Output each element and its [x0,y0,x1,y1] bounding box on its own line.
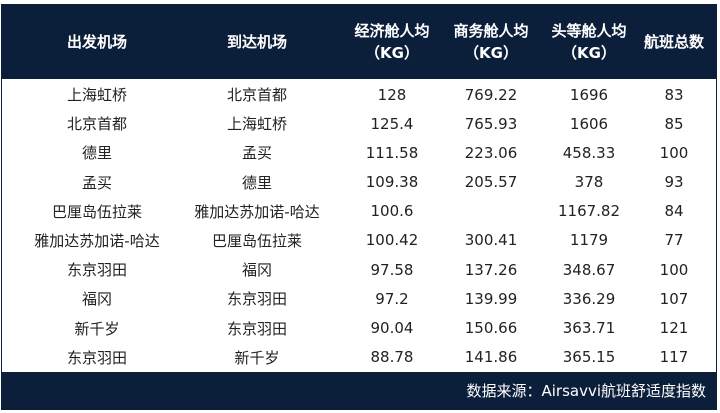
cell-economy: 100.42 [365,231,419,250]
cell-departure: 东京羽田 [66,261,127,280]
cell-first: 363.71 [562,319,616,337]
cell-economy: 128 [377,85,407,104]
header-flights: 航班总数 [643,33,704,51]
cell-departure: 东京羽田 [66,348,127,367]
cell-first: 1167.82 [557,202,621,221]
cell-business: 150.66 [464,319,518,337]
cell-economy: 111.58 [365,143,419,162]
source-note: 数据来源：Airsavvi航班舒适度指数 [2,372,716,409]
cell-business: 223.06 [464,143,518,162]
table-row: 巴厘岛伍拉莱 雅加达苏加诺-哈达 100.6 1167.82 84 [2,197,716,226]
cell-departure: 巴厘岛伍拉莱 [51,202,142,221]
cell-arrival: 福冈 [241,261,272,280]
table-row: 孟买 德里 109.38 205.57 378 93 [2,168,716,197]
cell-first: 458.33 [562,143,616,162]
cell-economy: 88.78 [370,348,414,367]
cell-arrival: 德里 [241,173,272,192]
cell-arrival: 雅加达苏加诺-哈达 [194,202,320,221]
table-row: 德里 孟买 111.58 223.06 458.33 100 [2,138,716,167]
cell-first: 336.29 [562,289,616,308]
cell-business: 300.41 [464,231,518,250]
header-arrival: 到达机场 [226,33,287,51]
table-row: 上海虹桥 北京首都 128 769.22 1696 83 [2,80,716,109]
header-first: 头等舱人均 （KG） [551,22,627,62]
cell-flights: 100 [659,143,689,162]
cell-departure: 北京首都 [66,115,127,134]
table-row: 福冈 东京羽田 97.2 139.99 336.29 107 [2,284,716,313]
table-header: 出发机场 到达机场 经济舱人均 （KG） 商务舱人均 （KG） 头等舱人均 （K… [2,5,716,79]
cell-business: 769.22 [464,85,518,104]
header-economy: 经济舱人均 （KG） [354,22,430,62]
table-row: 东京羽田 福冈 97.58 137.26 348.67 100 [2,255,716,284]
cell-economy: 100.6 [370,202,414,221]
table-row: 北京首都 上海虹桥 125.4 765.93 1606 85 [2,109,716,138]
cell-arrival: 东京羽田 [226,290,287,309]
header-business: 商务舱人均 （KG） [453,22,529,62]
table-body: 上海虹桥 北京首都 128 769.22 1696 83 北京首都 上海虹桥 125.4 765.… [2,80,716,372]
cell-economy: 125.4 [370,114,414,133]
cell-first: 348.67 [562,260,616,279]
cell-economy: 97.58 [370,260,414,279]
cell-business: 137.26 [464,260,518,279]
cell-arrival: 孟买 [241,144,272,163]
cell-business: 765.93 [464,114,518,133]
cell-arrival: 上海虹桥 [226,115,287,134]
cell-business [442,197,540,226]
cell-flights: 107 [659,289,689,308]
cell-flights: 100 [659,260,689,279]
cell-arrival: 东京羽田 [226,319,287,338]
cell-arrival: 巴厘岛伍拉莱 [211,231,302,250]
cell-arrival: 新千岁 [234,348,280,367]
cell-departure: 福冈 [81,290,112,309]
cell-first: 1606 [569,114,609,133]
table-row: 东京羽田 新千岁 88.78 141.86 365.15 117 [2,343,716,372]
cell-business: 205.57 [464,173,518,192]
cell-economy: 109.38 [365,173,419,192]
cell-first: 1179 [569,231,609,250]
cell-flights: 85 [664,114,684,133]
cell-flights: 117 [659,348,689,367]
cell-flights: 83 [664,85,684,104]
cell-economy: 90.04 [370,319,414,337]
cell-first: 1696 [569,85,609,104]
header-departure: 出发机场 [66,33,127,51]
cell-first: 378 [574,173,604,192]
cell-departure: 新千岁 [74,319,120,338]
cell-departure: 德里 [81,144,112,163]
cell-flights: 84 [664,202,684,221]
cell-departure: 雅加达苏加诺-哈达 [34,231,160,250]
cell-economy: 97.2 [375,289,409,308]
cell-business: 141.86 [464,348,518,367]
cell-flights: 93 [664,173,684,192]
cell-departure: 上海虹桥 [66,86,127,104]
cell-arrival: 北京首都 [226,86,287,104]
data-table: 出发机场 到达机场 经济舱人均 （KG） 商务舱人均 （KG） 头等舱人均 （K… [1,4,717,410]
cell-business: 139.99 [464,289,518,308]
cell-flights: 77 [664,231,684,250]
table-row: 新千岁 东京羽田 90.04 150.66 363.71 121 [2,314,716,343]
cell-departure: 孟买 [81,173,112,192]
cell-first: 365.15 [562,348,616,367]
cell-flights: 121 [659,319,689,337]
table-row: 雅加达苏加诺-哈达 巴厘岛伍拉莱 100.42 300.41 1179 77 [2,226,716,255]
